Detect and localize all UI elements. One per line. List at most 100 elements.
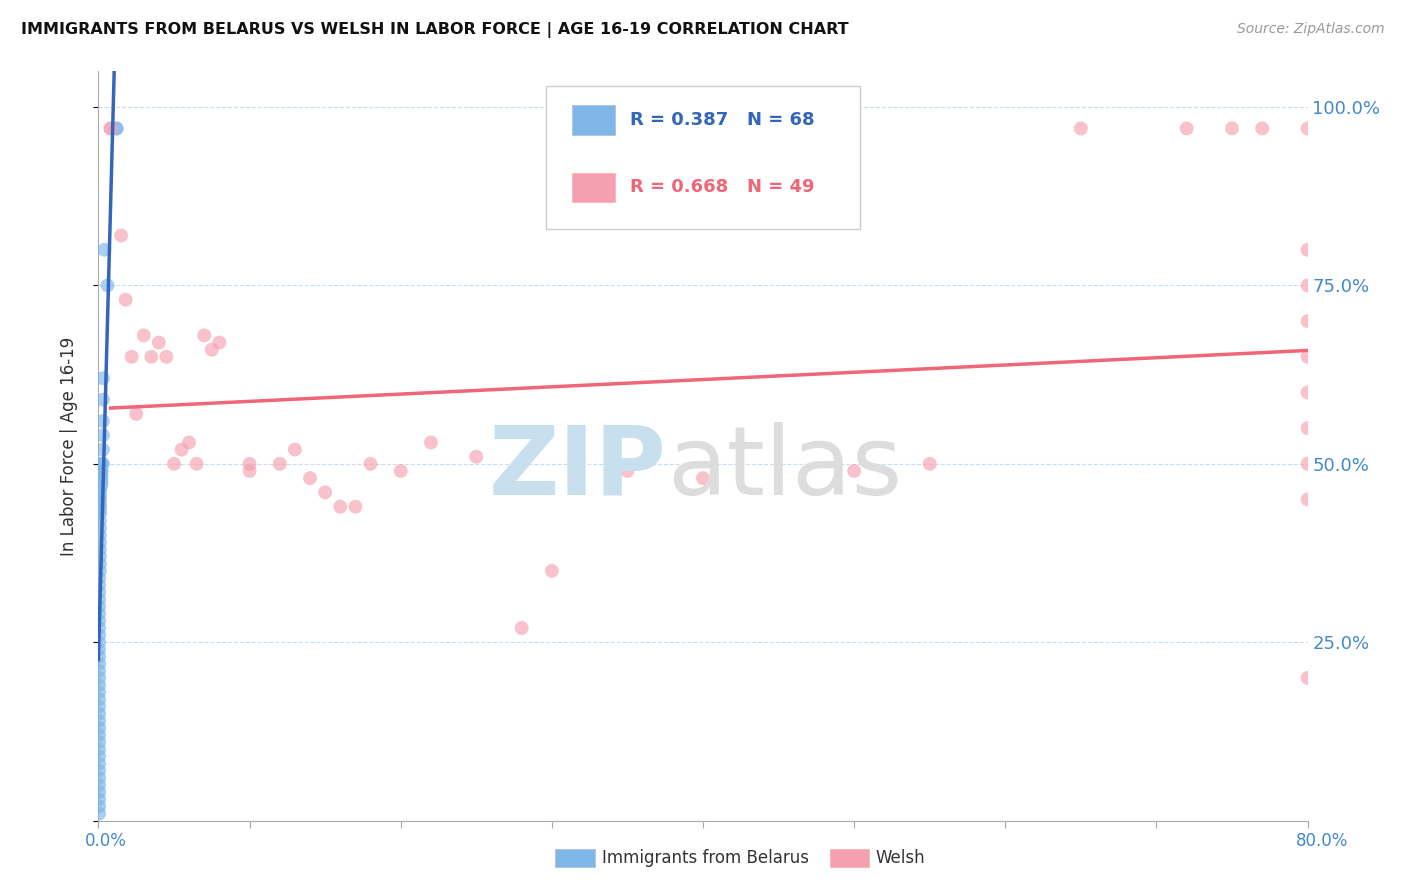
Point: [692, 471, 714, 485]
Point: [90, 457, 112, 471]
Point: [1220, 121, 1243, 136]
Point: [1296, 314, 1319, 328]
Point: [360, 457, 382, 471]
Point: [110, 228, 132, 243]
Point: [89, 507, 111, 521]
Point: [90, 471, 112, 485]
Point: [465, 450, 488, 464]
Point: [121, 350, 143, 364]
Point: [96, 278, 118, 293]
Point: [105, 121, 128, 136]
Y-axis label: In Labor Force | Age 16-19: In Labor Force | Age 16-19: [59, 336, 77, 556]
Point: [844, 464, 866, 478]
Point: [89, 664, 111, 678]
Point: [616, 464, 638, 478]
Point: [89, 792, 111, 806]
Point: [208, 335, 231, 350]
Point: [89, 742, 111, 756]
Point: [148, 335, 170, 350]
Point: [89, 614, 111, 628]
Point: [1296, 385, 1319, 400]
Point: [91, 414, 114, 428]
Point: [89, 599, 111, 614]
Point: [1296, 421, 1319, 435]
Point: [1296, 278, 1319, 293]
Point: [89, 528, 111, 542]
Point: [314, 485, 336, 500]
Point: [89, 496, 111, 510]
Point: [1175, 121, 1198, 136]
Point: [420, 435, 443, 450]
Point: [141, 350, 163, 364]
Point: [89, 485, 111, 500]
Point: [89, 628, 111, 642]
Point: [114, 293, 136, 307]
Point: [89, 785, 111, 799]
Point: [89, 564, 111, 578]
Point: [89, 557, 111, 571]
Point: [1251, 121, 1274, 136]
Point: [201, 343, 224, 357]
Bar: [572, 172, 614, 202]
Text: 0.0%: 0.0%: [84, 831, 127, 849]
Point: [90, 475, 112, 489]
Point: [1296, 243, 1319, 257]
Point: [89, 749, 111, 764]
Point: [155, 350, 177, 364]
Point: [100, 121, 122, 136]
Point: [89, 799, 111, 814]
Point: [89, 678, 111, 692]
Text: ZIP: ZIP: [489, 422, 666, 515]
Point: [284, 442, 307, 457]
Text: Welsh: Welsh: [876, 849, 925, 867]
Point: [132, 328, 155, 343]
Point: [105, 121, 128, 136]
Point: [90, 457, 112, 471]
Bar: [555, 849, 595, 867]
Point: [100, 121, 122, 136]
Point: [89, 535, 111, 549]
Point: [1296, 121, 1319, 136]
Point: [89, 521, 111, 535]
Point: [179, 435, 201, 450]
Point: [89, 642, 111, 657]
Point: [91, 392, 114, 407]
Point: [239, 464, 262, 478]
Bar: [830, 849, 869, 867]
Point: [89, 542, 111, 557]
Point: [90, 478, 112, 492]
Point: [186, 457, 208, 471]
Point: [89, 500, 111, 514]
Point: [91, 457, 114, 471]
Point: [299, 471, 322, 485]
Point: [89, 607, 111, 621]
Point: [918, 457, 941, 471]
Point: [90, 464, 112, 478]
Text: IMMIGRANTS FROM BELARUS VS WELSH IN LABOR FORCE | AGE 16-19 CORRELATION CHART: IMMIGRANTS FROM BELARUS VS WELSH IN LABO…: [21, 22, 849, 38]
Point: [163, 457, 186, 471]
Text: Immigrants from Belarus: Immigrants from Belarus: [602, 849, 808, 867]
Point: [89, 699, 111, 714]
Point: [89, 756, 111, 771]
Point: [89, 621, 111, 635]
Point: [1296, 671, 1319, 685]
Point: [89, 503, 111, 517]
Point: [89, 578, 111, 592]
Point: [89, 549, 111, 564]
Text: 80.0%: 80.0%: [1295, 831, 1348, 849]
Point: [93, 243, 115, 257]
Text: R = 0.387   N = 68: R = 0.387 N = 68: [630, 112, 815, 129]
Point: [89, 771, 111, 785]
Text: atlas: atlas: [666, 422, 901, 515]
Text: Source: ZipAtlas.com: Source: ZipAtlas.com: [1237, 22, 1385, 37]
Point: [89, 514, 111, 528]
Point: [89, 735, 111, 749]
Point: [1070, 121, 1092, 136]
Point: [239, 457, 262, 471]
Point: [89, 721, 111, 735]
Point: [344, 500, 367, 514]
Point: [510, 621, 533, 635]
Point: [89, 728, 111, 742]
Point: [89, 685, 111, 699]
Point: [1296, 457, 1319, 471]
